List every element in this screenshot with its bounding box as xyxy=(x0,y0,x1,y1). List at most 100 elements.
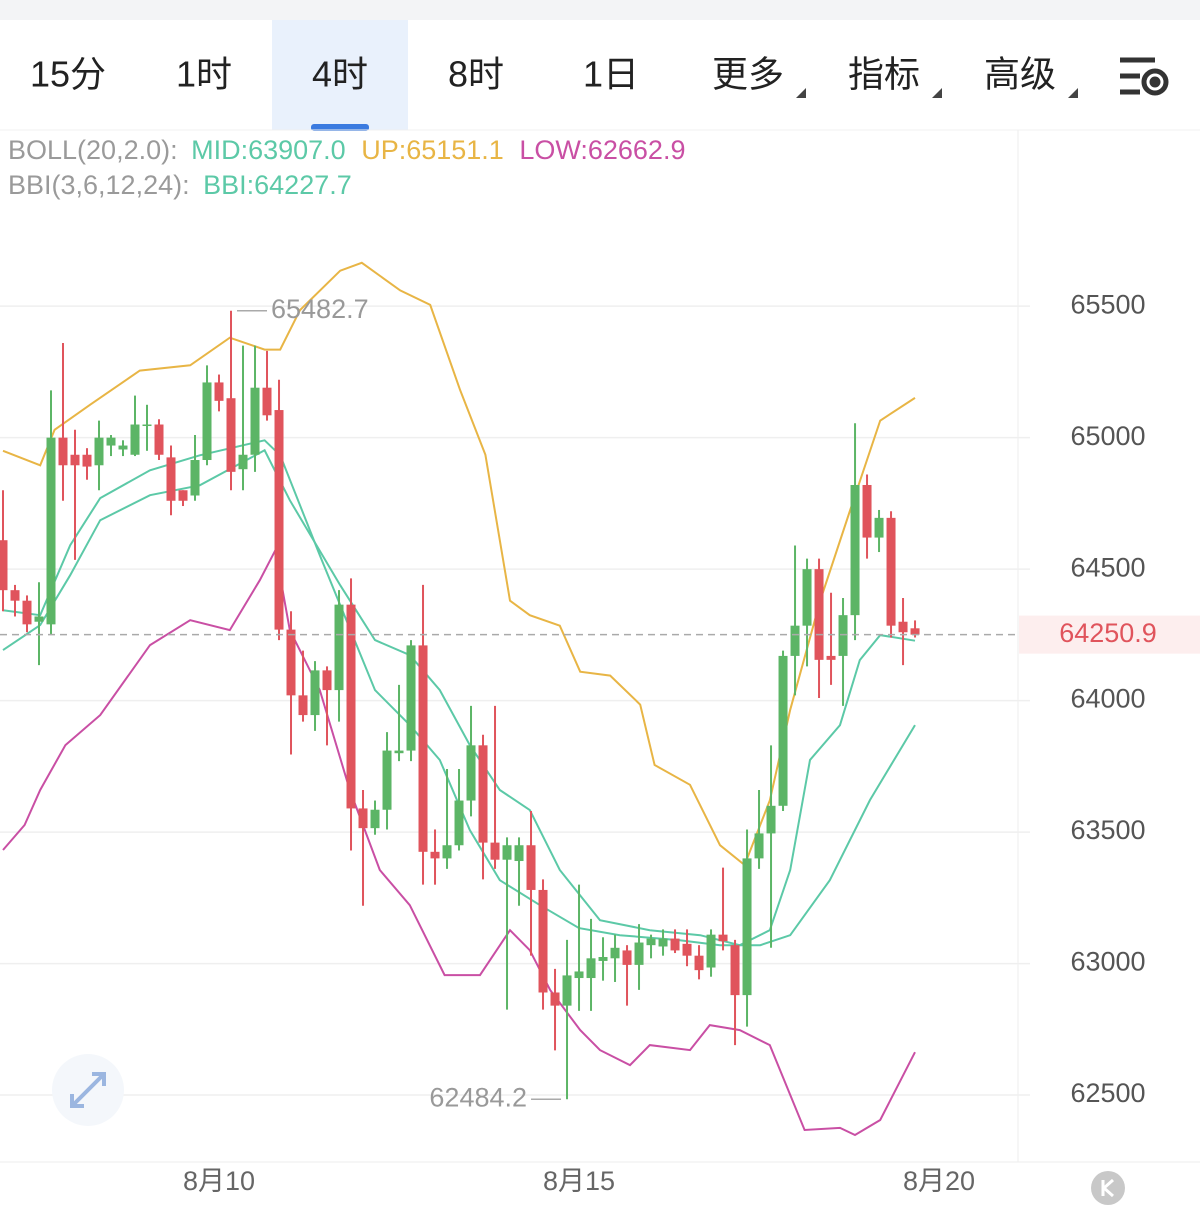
tab[interactable]: 指标 xyxy=(848,54,920,95)
legend-row: BBI(3,6,12,24): BBI:64227.7 xyxy=(8,170,352,200)
candle-body xyxy=(622,950,632,965)
candle-body xyxy=(358,808,368,829)
plot: 62500 63000 63500 64000 64500 65000 65500 8月10 8… xyxy=(0,261,1146,1196)
candle-body xyxy=(202,382,212,461)
dropdown-arrow xyxy=(932,88,942,98)
candle-body xyxy=(610,947,620,959)
candle-body xyxy=(790,625,800,656)
candle-body xyxy=(526,845,536,890)
candle-body xyxy=(850,484,860,616)
indicator-legend: BOLL(20,2.0): MID:63907.0 UP:65151.1 LOW… xyxy=(8,135,685,200)
legend-row: BOLL(20,2.0): MID:63907.0 UP:65151.1 LOW… xyxy=(8,135,685,165)
price-label-bg xyxy=(1019,615,1200,654)
candle-body xyxy=(262,387,272,416)
tab[interactable]: 15分 xyxy=(30,54,106,95)
candle-body xyxy=(586,958,596,979)
x-tick-label: 8月15 xyxy=(543,1166,615,1196)
candle-body xyxy=(166,457,176,501)
legend-entry: LOW:62662.9 xyxy=(519,135,685,165)
candle-body xyxy=(70,454,80,466)
candle-body xyxy=(22,600,32,625)
candle-body xyxy=(94,437,104,466)
candle-body xyxy=(778,655,788,806)
candle-body xyxy=(862,484,872,538)
candle-body xyxy=(742,858,752,996)
candle-body xyxy=(490,842,500,860)
tab[interactable]: 1时 xyxy=(176,54,232,95)
candle-body xyxy=(898,621,908,633)
candle-body xyxy=(598,956,608,961)
dropdown-arrow xyxy=(1068,88,1078,98)
candle-body xyxy=(910,628,920,635)
candle-body xyxy=(298,695,308,716)
candle-body xyxy=(730,945,740,996)
candle-body xyxy=(574,971,584,979)
candle-body xyxy=(250,387,260,455)
candle-body xyxy=(754,833,764,859)
candle-body xyxy=(514,845,524,862)
candle-body xyxy=(538,889,548,993)
status-strip xyxy=(0,0,1200,20)
candle-body xyxy=(34,616,44,622)
candle-body xyxy=(550,992,560,1006)
tab[interactable]: 更多 xyxy=(712,54,784,95)
expand-button[interactable] xyxy=(52,1054,124,1126)
indicator-line xyxy=(2,439,916,947)
candle-body xyxy=(106,437,116,446)
tab[interactable]: 1日 xyxy=(583,54,639,95)
x-tick-label: 8月20 xyxy=(903,1166,975,1196)
candle-body xyxy=(370,809,380,829)
candle-body xyxy=(442,845,452,859)
indicator-line xyxy=(2,261,916,867)
y-tick-label: 63500 xyxy=(1070,815,1145,845)
selected-tab-underline xyxy=(311,124,369,131)
candle-body xyxy=(394,750,404,754)
candle-body xyxy=(454,800,464,846)
candle-body xyxy=(634,942,644,965)
candle-body xyxy=(46,437,56,625)
y-tick-label: 65000 xyxy=(1070,421,1145,451)
candle-body xyxy=(814,569,824,660)
y-tick-label: 64500 xyxy=(1070,552,1145,582)
y-tick-label: 62500 xyxy=(1070,1078,1145,1108)
legend-entry: MID:63907.0 xyxy=(191,135,346,165)
candle-body xyxy=(418,645,428,852)
candle-body xyxy=(238,454,248,470)
tab[interactable]: 4时 xyxy=(312,54,368,95)
indicator-title: BOLL(20,2.0): xyxy=(8,135,178,165)
y-tick-label: 64000 xyxy=(1070,684,1145,714)
candle-body xyxy=(178,490,188,501)
y-tick-label: 65500 xyxy=(1070,289,1145,319)
candle-body xyxy=(766,805,776,834)
settings-icon[interactable] xyxy=(1120,57,1169,96)
candle-body xyxy=(130,424,140,455)
tab[interactable]: 高级 xyxy=(984,54,1056,95)
selected-tab-bg xyxy=(272,20,408,130)
candle-body xyxy=(0,540,8,591)
candle-body xyxy=(718,934,728,942)
indicator-line xyxy=(2,547,916,1137)
candle-body xyxy=(190,460,200,496)
candle-body xyxy=(646,938,656,946)
candle-body xyxy=(502,845,512,860)
candle-body xyxy=(346,604,356,809)
high-annotation: 65482.7 xyxy=(271,294,369,324)
candle-body xyxy=(58,437,68,466)
candle-body xyxy=(694,955,704,971)
tab[interactable]: 8时 xyxy=(448,54,504,95)
candle-body xyxy=(886,517,896,626)
candle-body xyxy=(142,424,152,427)
candle-body xyxy=(802,569,812,626)
indicator-line xyxy=(2,448,916,947)
candle-body xyxy=(682,943,692,956)
low-annotation: 62484.2 xyxy=(429,1082,527,1112)
candle-body xyxy=(826,655,836,660)
candle-body xyxy=(478,745,488,843)
candle-body xyxy=(10,590,20,601)
candle-body xyxy=(562,975,572,1006)
candle-body xyxy=(334,604,344,691)
candle-body xyxy=(154,424,164,455)
k-button[interactable] xyxy=(1091,1171,1125,1205)
y-tick-label: 63000 xyxy=(1070,947,1145,977)
